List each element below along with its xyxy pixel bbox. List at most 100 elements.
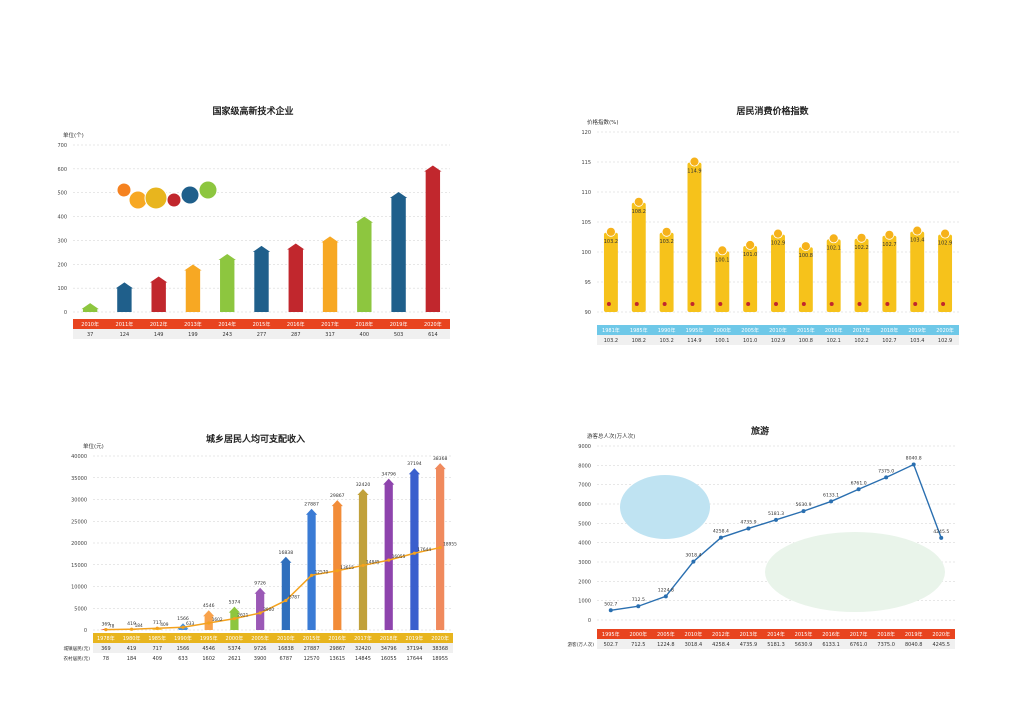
data-label: 108.2 bbox=[632, 209, 646, 215]
y-tick-label: 0 bbox=[588, 618, 591, 624]
person-icon bbox=[718, 302, 723, 306]
data-label: 5630.9 bbox=[795, 502, 811, 508]
y-tick-label: 110 bbox=[581, 190, 591, 196]
table-value: 5630.9 bbox=[795, 642, 813, 648]
category-label: 2017年 bbox=[850, 631, 868, 638]
data-label: 18955 bbox=[443, 542, 457, 548]
line-point bbox=[104, 628, 108, 632]
table-value: 199 bbox=[188, 332, 198, 338]
category-label: 2015年 bbox=[795, 631, 813, 638]
category-label: 1990年 bbox=[174, 635, 192, 642]
table-value: 4735.9 bbox=[740, 642, 758, 648]
person-icon bbox=[662, 302, 667, 306]
line-point bbox=[284, 598, 288, 603]
bar bbox=[252, 245, 271, 312]
table-value: 103.4 bbox=[910, 338, 924, 344]
table-value: 29867 bbox=[329, 646, 345, 652]
person-icon bbox=[913, 302, 918, 306]
category-label: 2005年 bbox=[657, 631, 675, 638]
bar bbox=[383, 478, 395, 630]
category-label: 2010年 bbox=[277, 635, 295, 642]
chart-panel-cpi: 居民消费价格指数 90 95 100 105 110 115 120 价格指数(%) 103.2… bbox=[575, 100, 970, 355]
data-label: 717 bbox=[153, 620, 162, 626]
table-value: 7375.0 bbox=[877, 642, 895, 648]
line-point bbox=[884, 475, 889, 480]
line-point bbox=[412, 551, 417, 555]
category-label: 1981年 bbox=[602, 327, 620, 334]
chart-title: 城乡居民人均可支配收入 bbox=[205, 435, 305, 445]
data-label: 38368 bbox=[433, 456, 448, 462]
bar bbox=[938, 234, 953, 312]
bar bbox=[882, 235, 897, 312]
line-point bbox=[387, 558, 391, 562]
category-label: 2017年 bbox=[321, 321, 339, 328]
line-point bbox=[718, 535, 723, 540]
y-tick-label: 700 bbox=[57, 143, 67, 149]
category-label: 2015年 bbox=[797, 327, 815, 334]
bar bbox=[715, 251, 730, 312]
chart-svg: 0 100 200 300 400 500 600 700 单位(个) 2010年 2011年 201… bbox=[57, 131, 450, 339]
y-tick-label: 15000 bbox=[71, 563, 87, 569]
category-label: 2005年 bbox=[251, 635, 269, 642]
line-point bbox=[801, 509, 806, 514]
y-tick-label: 300 bbox=[57, 238, 67, 244]
data-label: 5181.3 bbox=[768, 511, 784, 517]
table-row-bg bbox=[93, 653, 453, 663]
person-icon bbox=[690, 302, 695, 306]
bar bbox=[184, 264, 202, 312]
data-label: 419 bbox=[127, 621, 136, 627]
category-label: 2018年 bbox=[881, 327, 899, 334]
chart-panel-tourism: 旅游 0 1000 2000 3000 4000 5000 6000 7000 8000 9000… bbox=[555, 422, 965, 662]
table-value: 1566 bbox=[177, 646, 190, 652]
table-value: 100.1 bbox=[715, 338, 729, 344]
line-point bbox=[636, 604, 641, 609]
table-value: 1224.8 bbox=[657, 642, 675, 648]
data-label: 184 bbox=[135, 623, 143, 629]
coin-icon bbox=[689, 156, 700, 167]
category-label: 2005年 bbox=[741, 327, 759, 334]
table-header-bg bbox=[597, 629, 955, 639]
table-row-bg bbox=[597, 639, 955, 649]
bar bbox=[659, 232, 674, 312]
person-icon bbox=[746, 302, 751, 306]
bar bbox=[798, 247, 813, 312]
category-label: 2000年 bbox=[629, 631, 647, 638]
line-point bbox=[829, 499, 834, 504]
table-value: 27887 bbox=[304, 646, 320, 652]
table-value: 103.2 bbox=[604, 338, 618, 344]
y-tick-label: 100 bbox=[57, 286, 67, 292]
y-tick-label: 5000 bbox=[74, 606, 87, 612]
data-label: 13615 bbox=[340, 565, 354, 571]
category-label: 2019年 bbox=[406, 635, 424, 642]
y-tick-label: 2000 bbox=[578, 579, 591, 585]
y-tick-label: 200 bbox=[57, 262, 67, 268]
table-header-bg bbox=[93, 633, 453, 643]
data-label: 6787 bbox=[289, 594, 300, 600]
y-tick-label: 4000 bbox=[578, 541, 591, 547]
table-row-bg bbox=[93, 643, 453, 653]
data-label: 4546 bbox=[203, 603, 215, 609]
category-label: 2020年 bbox=[424, 321, 442, 328]
person-icon bbox=[606, 302, 611, 306]
category-label: 2020年 bbox=[932, 631, 950, 638]
table-value: 5181.3 bbox=[767, 642, 785, 648]
coin-icon bbox=[773, 228, 783, 239]
person-icon bbox=[634, 302, 639, 306]
table-value: 149 bbox=[154, 332, 164, 338]
category-label: 2017年 bbox=[354, 635, 372, 642]
data-label: 1602 bbox=[212, 617, 223, 623]
table-value: 369 bbox=[101, 646, 111, 652]
line-point bbox=[335, 569, 339, 573]
chart-title: 居民消费价格指数 bbox=[736, 107, 809, 117]
y-axis-label: 单位(元) bbox=[83, 442, 104, 450]
table-header-bg bbox=[73, 319, 450, 329]
table-value: 108.2 bbox=[632, 338, 646, 344]
bar bbox=[254, 587, 266, 630]
table-value: 34796 bbox=[381, 646, 397, 652]
data-label: 2621 bbox=[237, 613, 248, 619]
table-value: 419 bbox=[127, 646, 137, 652]
coin-icon bbox=[745, 240, 756, 250]
y-tick-label: 95 bbox=[585, 280, 591, 286]
category-label: 2013年 bbox=[184, 321, 202, 328]
bar bbox=[280, 556, 292, 630]
